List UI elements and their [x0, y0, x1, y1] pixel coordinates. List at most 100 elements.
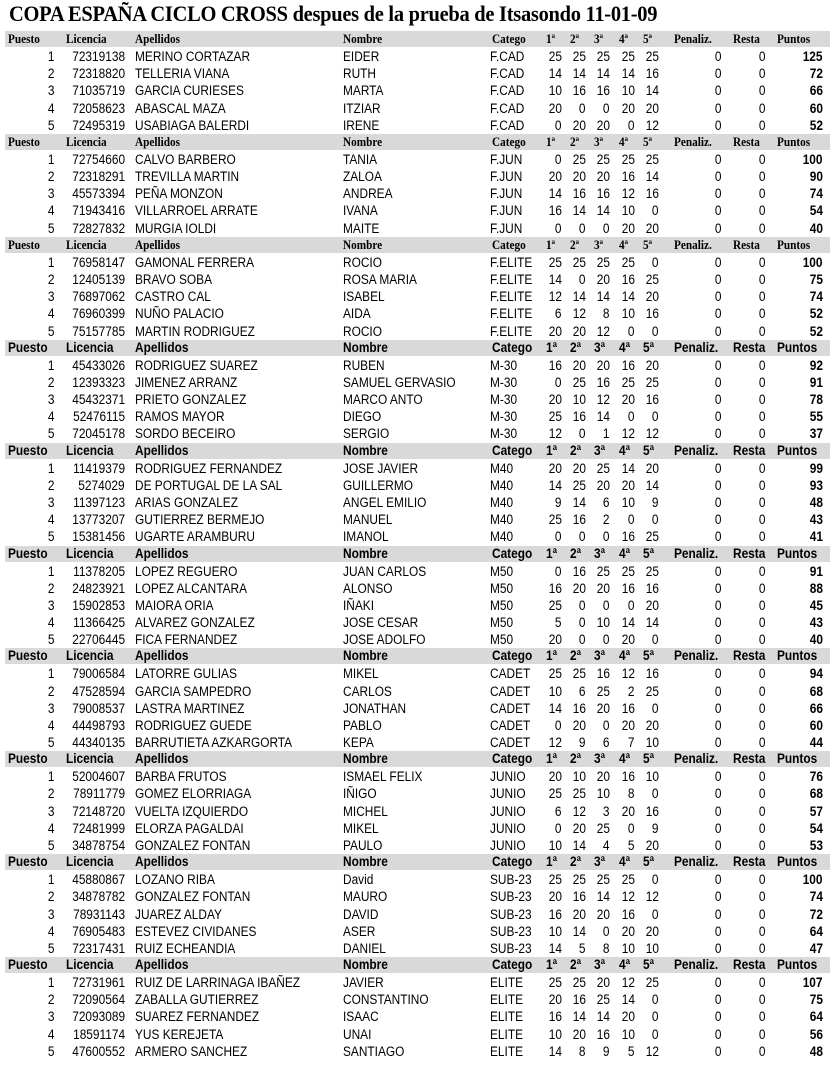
cell-nombre: IÑIGO — [343, 786, 377, 802]
cell-race-1: 0 — [555, 820, 562, 836]
cell-licencia: 5274029 — [78, 477, 125, 493]
cell-catego: M40 — [490, 529, 514, 545]
cell-licencia: 76905483 — [72, 923, 125, 939]
header-race-4: 4ª — [619, 134, 628, 149]
category-table: Puesto Licencia Apellidos Nombre Catego 1ª 2ª 3… — [0, 545, 840, 649]
cell-resta: 0 — [759, 889, 766, 905]
table-header: Puesto Licencia Apellidos Nombre Catego 1ª 2ª 3… — [5, 545, 830, 562]
header-apellidos: Apellidos — [135, 957, 189, 973]
cell-race-3: 25 — [596, 254, 610, 270]
cell-race-1: 5 — [555, 615, 562, 631]
cell-race-5: 0 — [652, 700, 659, 716]
cell-apellidos: GAMONAL FERRERA — [135, 254, 255, 270]
cell-race-5: 25 — [645, 151, 659, 167]
cell-catego: F.JUN — [490, 220, 523, 236]
cell-race-1: 14 — [548, 1043, 562, 1059]
cell-catego: M-30 — [490, 392, 518, 408]
cell-race-3: 1 — [603, 426, 610, 442]
table-header: Puesto Licencia Apellidos Nombre Catego 1ª 2ª 3… — [5, 31, 830, 47]
cell-race-1: 10 — [548, 83, 562, 99]
cell-catego: ELITE — [490, 992, 524, 1008]
table-row: 4 72481999 ELORZA PAGALDAI MIKEL JUNIO 0 20 25 0… — [0, 820, 840, 837]
header-puntos: Puntos — [777, 751, 818, 767]
cell-apellidos: TELLERIA VIANA — [135, 66, 230, 82]
cell-catego: F.JUN — [490, 151, 523, 167]
cell-licencia: 79006584 — [72, 666, 125, 682]
cell-nombre: DIEGO — [343, 409, 382, 425]
cell-puesto: 1 — [48, 563, 55, 579]
header-race-4: 4ª — [619, 648, 631, 664]
cell-resta: 0 — [759, 700, 766, 716]
header-puntos: Puntos — [777, 957, 818, 973]
cell-nombre: MANUEL — [343, 512, 393, 528]
cell-nombre: ISABEL — [343, 289, 385, 305]
cell-race-3: 20 — [596, 906, 610, 922]
cell-race-3: 20 — [596, 700, 610, 716]
header-race-1: 1ª — [546, 545, 558, 561]
cell-race-2: 16 — [572, 409, 586, 425]
cell-licencia: 78931143 — [73, 906, 125, 922]
header-resta: Resta — [733, 134, 760, 149]
cell-puntos: 107 — [803, 975, 823, 991]
cell-resta: 0 — [759, 769, 766, 785]
header-race-3: 3ª — [594, 545, 606, 561]
header-apellidos: Apellidos — [135, 339, 189, 355]
cell-puntos: 52 — [809, 306, 823, 322]
cell-resta: 0 — [759, 306, 766, 322]
header-catego: Catego — [492, 442, 533, 458]
cell-puntos: 64 — [809, 1009, 823, 1025]
cell-penaliz: 0 — [715, 323, 722, 339]
cell-race-3: 2 — [603, 512, 610, 528]
cell-licencia: 72318820 — [72, 66, 125, 82]
table-row: 3 11397123 ARIAS GONZALEZ ANGEL EMILIO M40 9 1… — [0, 494, 840, 511]
cell-race-5: 0 — [652, 872, 659, 888]
cell-race-1: 10 — [548, 923, 562, 939]
cell-puntos: 76 — [809, 769, 823, 785]
cell-puesto: 1 — [48, 357, 55, 373]
cell-licencia: 72148720 — [72, 803, 125, 819]
cell-race-2: 0 — [579, 271, 586, 287]
cell-race-2: 25 — [572, 477, 586, 493]
cell-penaliz: 0 — [715, 83, 722, 99]
cell-licencia: 76897062 — [72, 289, 125, 305]
cell-resta: 0 — [759, 683, 766, 699]
cell-race-4: 16 — [621, 529, 635, 545]
table-row: 1 45433026 RODRIGUEZ SUAREZ RUBEN M-30 16 20 20… — [0, 357, 840, 374]
cell-race-4: 14 — [621, 615, 635, 631]
cell-resta: 0 — [759, 374, 766, 390]
cell-resta: 0 — [759, 1009, 766, 1025]
cell-race-3: 9 — [603, 1043, 610, 1059]
cell-race-3: 14 — [596, 203, 610, 219]
cell-race-2: 25 — [572, 49, 586, 64]
cell-resta: 0 — [759, 923, 766, 939]
header-resta: Resta — [733, 957, 766, 973]
cell-catego: M40 — [490, 477, 514, 493]
cell-puesto: 4 — [48, 100, 55, 116]
cell-puesto: 3 — [48, 700, 55, 716]
cell-penaliz: 0 — [715, 494, 722, 510]
header-race-5: 5ª — [643, 134, 652, 149]
cell-catego: SUB-23 — [490, 940, 532, 956]
cell-race-1: 25 — [548, 597, 562, 613]
cell-puntos: 94 — [809, 666, 823, 682]
cell-puntos: 52 — [809, 117, 823, 133]
cell-licencia: 52004607 — [72, 769, 125, 785]
cell-nombre: SAMUEL GERVASIO — [343, 374, 456, 390]
cell-nombre: GUILLERMO — [343, 477, 413, 493]
cell-resta: 0 — [759, 117, 766, 133]
cell-race-4: 20 — [621, 100, 635, 116]
cell-puesto: 2 — [48, 580, 55, 596]
header-penaliz: Penaliz. — [674, 339, 719, 355]
cell-apellidos: JIMENEZ ARRANZ — [135, 374, 238, 390]
header-race-2: 2ª — [570, 134, 579, 149]
cell-licencia: 11419379 — [73, 460, 125, 476]
header-nombre: Nombre — [343, 442, 388, 458]
header-race-3: 3ª — [594, 339, 606, 355]
table-row: 3 76897062 CASTRO CAL ISABEL F.ELITE 12 14 14 14… — [0, 288, 840, 305]
header-race-2: 2ª — [570, 545, 582, 561]
cell-race-1: 14 — [548, 477, 562, 493]
cell-puntos: 74 — [809, 186, 823, 202]
cell-puesto: 5 — [48, 735, 55, 751]
header-race-4: 4ª — [619, 545, 631, 561]
header-licencia: Licencia — [66, 648, 114, 664]
